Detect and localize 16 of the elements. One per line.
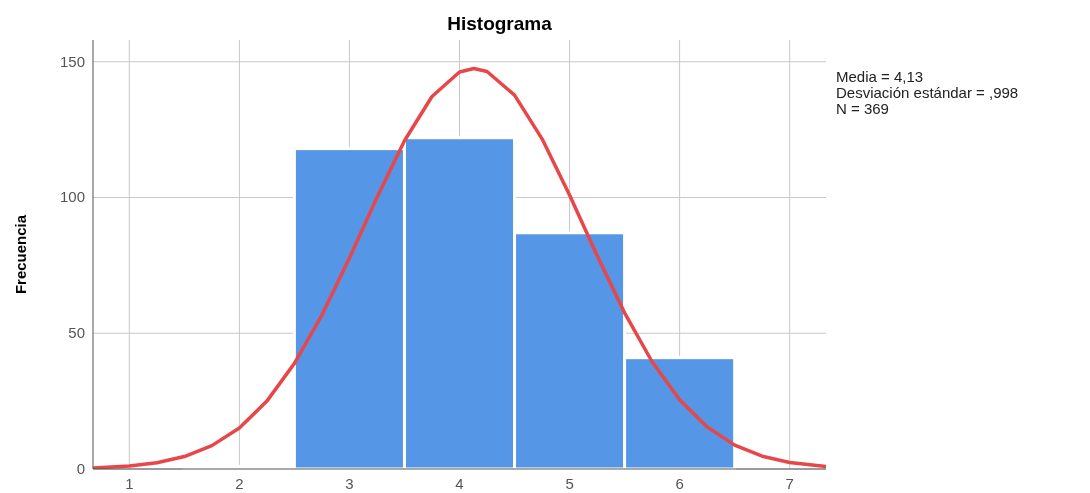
- x-tick-label: 3: [345, 475, 354, 492]
- chart-title: Histograma: [447, 13, 553, 34]
- x-tick-label: 4: [455, 475, 464, 492]
- x-tick-label: 2: [235, 475, 244, 492]
- y-tick-label: 150: [59, 52, 85, 70]
- x-tick-label: 1: [125, 475, 134, 492]
- text: N = 369: [836, 100, 889, 117]
- x-tick-label: 5: [565, 475, 574, 492]
- text: Desviación estándar = ,998: [836, 84, 1019, 101]
- x-tick-label: 7: [785, 475, 794, 492]
- y-tick-label: 100: [59, 188, 85, 206]
- y-tick-label: 0: [76, 460, 85, 477]
- y-tick-label: 50: [68, 324, 85, 342]
- x-tick-label: 6: [675, 475, 684, 492]
- text: Media = 4,13: [836, 68, 924, 85]
- y-axis-title: Frecuencia: [12, 214, 29, 295]
